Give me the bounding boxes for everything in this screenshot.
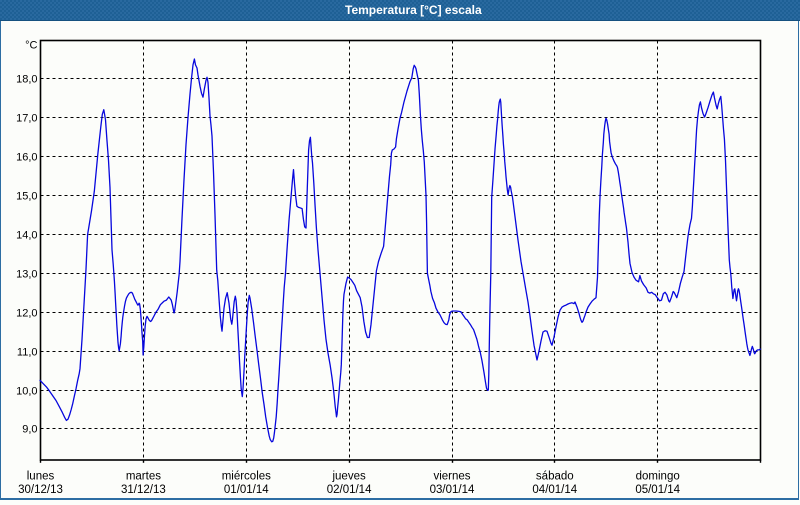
svg-text:°C: °C xyxy=(25,40,37,52)
svg-text:01/01/14: 01/01/14 xyxy=(224,484,269,496)
svg-text:04/01/14: 04/01/14 xyxy=(532,484,577,496)
svg-text:31/12/13: 31/12/13 xyxy=(121,484,166,496)
svg-text:martes: martes xyxy=(126,471,161,483)
svg-text:miércoles: miércoles xyxy=(222,471,271,483)
svg-text:30/12/13: 30/12/13 xyxy=(18,484,63,496)
svg-text:03/01/14: 03/01/14 xyxy=(430,484,475,496)
svg-text:lunes: lunes xyxy=(27,471,55,483)
svg-text:10,0: 10,0 xyxy=(16,386,37,398)
svg-text:11,0: 11,0 xyxy=(17,347,38,359)
svg-text:domingo: domingo xyxy=(636,471,680,483)
svg-text:17,0: 17,0 xyxy=(16,113,37,125)
svg-text:15,0: 15,0 xyxy=(16,191,37,203)
svg-text:05/01/14: 05/01/14 xyxy=(635,484,680,496)
svg-text:02/01/14: 02/01/14 xyxy=(327,484,372,496)
svg-text:9,0: 9,0 xyxy=(22,424,37,436)
svg-text:12,0: 12,0 xyxy=(16,308,37,320)
svg-text:jueves: jueves xyxy=(331,471,365,483)
svg-text:13,0: 13,0 xyxy=(16,269,37,281)
svg-text:18,0: 18,0 xyxy=(16,74,37,86)
svg-text:viernes: viernes xyxy=(433,471,470,483)
svg-text:sábado: sábado xyxy=(536,471,574,483)
svg-text:14,0: 14,0 xyxy=(16,230,37,242)
svg-text:16,0: 16,0 xyxy=(16,152,37,164)
